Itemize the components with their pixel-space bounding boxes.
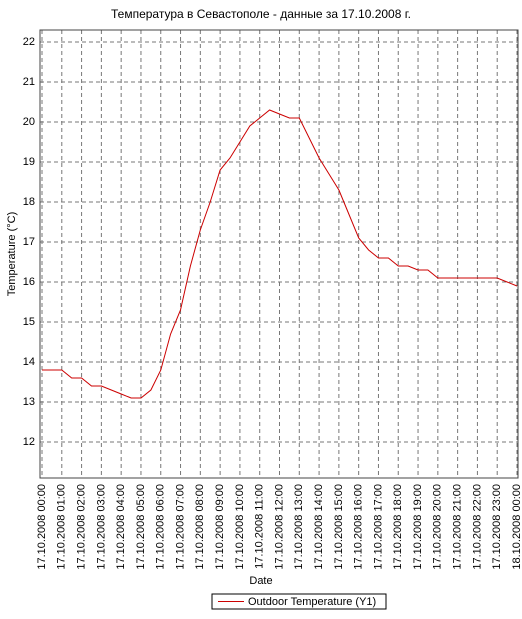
x-tick-label: 18.10.2008 00:00 [511, 484, 522, 570]
x-tick-label: 17.10.2008 11:00 [254, 484, 266, 569]
legend-box [211, 593, 387, 610]
plot-frame [39, 29, 519, 479]
x-tick-label: 17.10.2008 17:00 [372, 484, 384, 570]
x-tick-label: 17.10.2008 12:00 [273, 484, 285, 570]
x-tick-label: 17.10.2008 06:00 [155, 484, 167, 570]
x-axis-label: Date [249, 575, 272, 587]
x-tick-label: 17.10.2008 13:00 [293, 484, 305, 570]
x-tick-label: 17.10.2008 03:00 [95, 484, 107, 570]
y-tick-label: 17 [23, 236, 35, 248]
y-tick-label: 22 [23, 36, 35, 48]
x-tick-label: 17.10.2008 19:00 [412, 484, 424, 570]
y-tick-label: 12 [23, 436, 35, 448]
y-tick-label: 16 [23, 276, 35, 288]
x-tick-label: 17.10.2008 08:00 [194, 484, 206, 570]
x-tick-label: 17.10.2008 07:00 [174, 484, 186, 570]
y-tick-label: 20 [23, 116, 35, 128]
y-tick-label: 13 [23, 396, 35, 408]
x-tick-label: 17.10.2008 04:00 [115, 484, 127, 570]
y-tick-label: 14 [23, 356, 35, 368]
x-tick-label: 17.10.2008 01:00 [56, 484, 68, 570]
x-tick-label: 17.10.2008 20:00 [432, 484, 444, 570]
x-tick-label: 17.10.2008 18:00 [392, 484, 404, 570]
line-series [42, 109, 518, 399]
y-tick-label: 19 [23, 156, 35, 168]
y-tick-label: 21 [23, 76, 35, 88]
x-tick-label: 17.10.2008 09:00 [214, 484, 226, 570]
y-tick-label: 15 [23, 316, 35, 328]
x-tick-label: 17.10.2008 15:00 [333, 484, 345, 570]
y-axis-label: Temperature (°C) [6, 212, 18, 296]
chart-title: Температура в Севастополе - данные за 17… [111, 7, 411, 21]
x-tick-label: 17.10.2008 00:00 [36, 484, 48, 570]
x-tick-label: 17.10.2008 23:00 [491, 484, 503, 570]
y-tick-label: 18 [23, 196, 35, 208]
legend-label: Outdoor Temperature (Y1) [248, 596, 376, 608]
x-tick-label: 17.10.2008 21:00 [452, 484, 464, 570]
x-tick-label: 17.10.2008 22:00 [471, 484, 483, 570]
x-tick-label: 17.10.2008 10:00 [234, 484, 246, 570]
x-tick-label: 17.10.2008 16:00 [353, 484, 365, 570]
x-tick-label: 17.10.2008 02:00 [75, 484, 87, 570]
x-tick-label: 17.10.2008 05:00 [135, 484, 147, 570]
x-tick-label: 17.10.2008 14:00 [313, 484, 325, 570]
